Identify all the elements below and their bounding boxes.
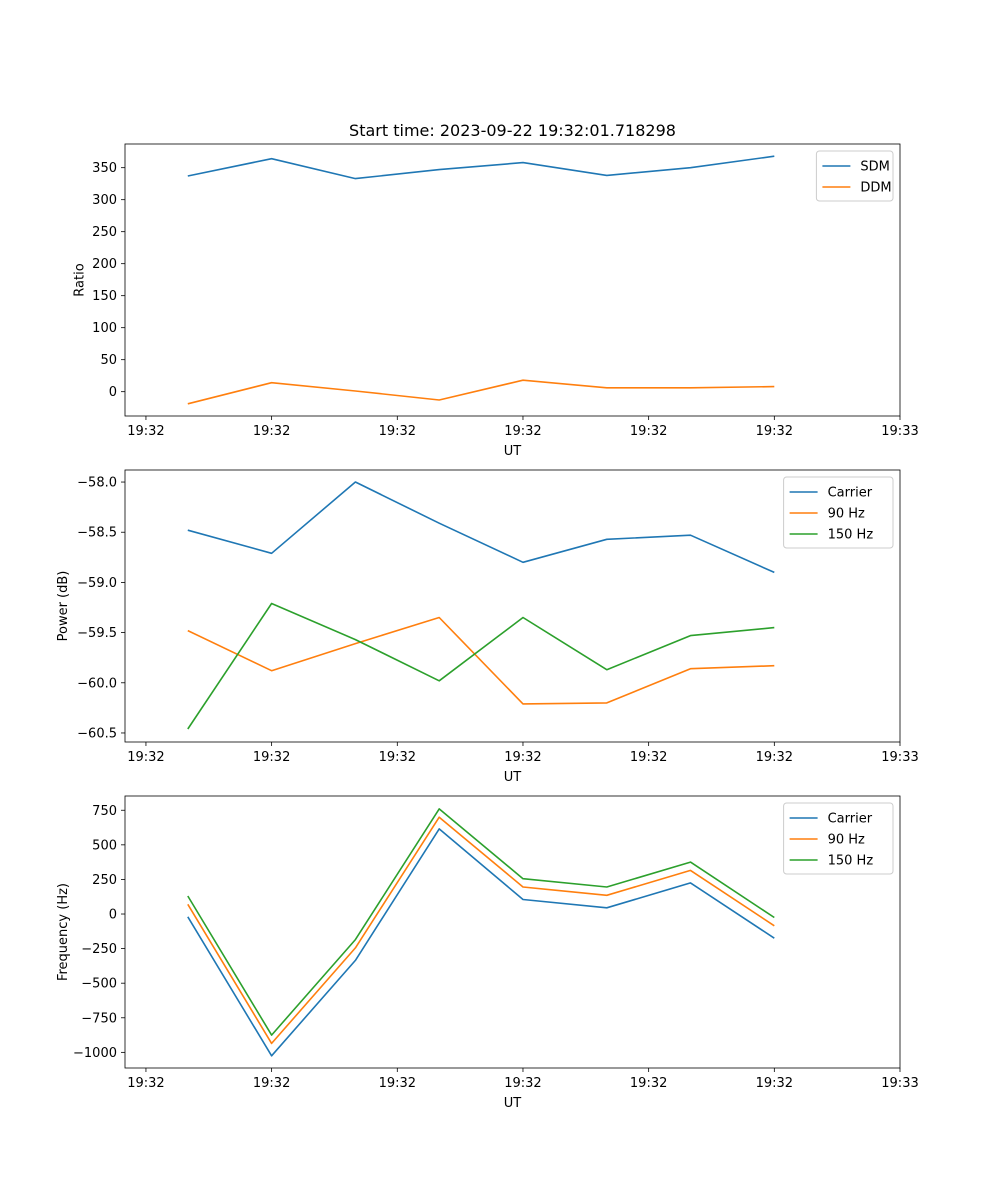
y-tick-label: −60.5 [77,726,117,741]
legend-label-carrier: Carrier [828,486,873,501]
legend-box [815,150,894,202]
y-tick-label: 750 [92,804,117,819]
y-tick-label: 200 [92,257,117,272]
x-tick-label: 19:32 [253,424,290,439]
plot-frame [124,469,901,743]
x-tick-label: 19:32 [630,750,667,765]
legend: Carrier 90 Hz 150 Hz [783,476,894,549]
y-tick-label: −59.0 [77,576,117,591]
y-tick-label: −250 [81,942,117,957]
y-tick-label: 300 [92,193,117,208]
x-tick-label: 19:32 [379,424,416,439]
panel-2: 19:32 19:32 19:32 19:32 19:32 19:32 19:33 −60.5… [56,469,919,785]
y-tick-label: −500 [81,977,117,992]
x-tick-label: 19:32 [504,424,541,439]
y-axis-label: Ratio [72,263,87,296]
series-line-carrier [187,828,775,1057]
y-tick-label: 150 [92,289,117,304]
legend-label-ddm: DDM [860,181,891,196]
plot-frame [124,143,901,417]
legend-box [783,802,894,875]
y-tick-label: −60.0 [77,676,117,691]
series-line-90-hz [187,816,775,1045]
legend-label-150-hz: 150 Hz [828,854,874,869]
x-tick-label: 19:32 [630,424,667,439]
x-axis-label: UT [504,770,522,785]
legend: Carrier 90 Hz 150 Hz [783,802,894,875]
y-tick-label: 250 [92,225,117,240]
x-axis-label: UT [504,444,522,459]
series-line-150-hz [187,808,775,1036]
panel-3: 19:32 19:32 19:32 19:32 19:32 19:32 19:33 −1000… [56,795,919,1111]
y-axis-label: Frequency (Hz) [56,883,71,981]
x-tick-label: 19:32 [756,424,793,439]
legend-label-150-hz: 150 Hz [828,528,874,543]
x-axis-label: UT [504,1096,522,1111]
series-line-90-hz [187,616,775,705]
x-tick-label: 19:32 [756,1076,793,1091]
x-tick-label: 19:33 [881,750,918,765]
y-tick-label: 0 [109,385,117,400]
x-tick-label: 19:32 [756,750,793,765]
x-tick-label: 19:32 [127,424,164,439]
x-tick-label: 19:32 [379,1076,416,1091]
legend-box [783,476,894,549]
x-tick-label: 19:32 [253,1076,290,1091]
y-tick-label: −58.5 [77,526,117,541]
y-tick-label: 500 [92,838,117,853]
panels: 19:32 19:32 19:32 19:32 19:32 19:32 19:33 0 50 10… [56,143,919,1111]
series-line-carrier [187,481,775,574]
plot-frame [124,795,901,1069]
series-line-ddm [187,379,775,405]
y-tick-label: −58.0 [77,476,117,491]
y-tick-label: 0 [109,908,117,923]
y-tick-label: −750 [81,1011,117,1026]
x-tick-label: 19:32 [127,1076,164,1091]
x-tick-label: 19:32 [379,750,416,765]
y-tick-label: 50 [100,353,117,368]
y-tick-label: 250 [92,873,117,888]
x-tick-label: 19:32 [504,750,541,765]
y-tick-label: −1000 [73,1046,117,1061]
x-tick-label: 19:32 [127,750,164,765]
y-tick-label: 350 [92,161,117,176]
x-tick-label: 19:32 [504,1076,541,1091]
series-line-150-hz [187,602,775,730]
x-tick-label: 19:32 [630,1076,667,1091]
legend: SDM DDM [815,150,894,202]
y-tick-label: 100 [92,321,117,336]
x-tick-label: 19:33 [881,424,918,439]
x-tick-label: 19:33 [881,1076,918,1091]
figure-title: Start time: 2023-09-22 19:32:01.718298 [349,121,676,140]
legend-label-carrier: Carrier [828,812,873,827]
x-tick-label: 19:32 [253,750,290,765]
legend-label-90-hz: 90 Hz [828,507,865,522]
panel-1: 19:32 19:32 19:32 19:32 19:32 19:32 19:33 0 50 10… [72,143,919,459]
legend-label-sdm: SDM [860,160,889,175]
y-tick-label: −59.5 [77,626,117,641]
series-line-sdm [187,155,775,180]
legend-label-90-hz: 90 Hz [828,833,865,848]
y-axis-label: Power (dB) [56,571,71,642]
